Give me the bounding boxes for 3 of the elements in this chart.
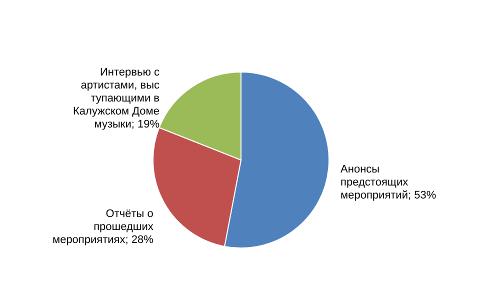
slice-label: Интервью с артистами, выс тупающими в Калужском Доме музыки; 19% <box>73 66 160 130</box>
slice-label: Анонсы предстоящих мероприятий; 53% <box>340 163 436 202</box>
slice-label: Отчёты о прошедших мероприятиях; 28% <box>52 208 154 246</box>
